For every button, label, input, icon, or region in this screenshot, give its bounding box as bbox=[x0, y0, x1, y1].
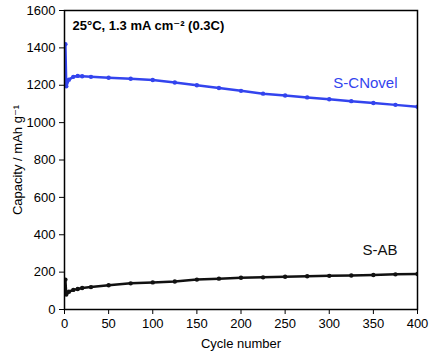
svg-text:50: 50 bbox=[101, 316, 115, 331]
svg-text:Capacity / mAh g⁻¹: Capacity / mAh g⁻¹ bbox=[10, 104, 25, 215]
svg-text:800: 800 bbox=[34, 152, 56, 167]
svg-text:S-CNovel: S-CNovel bbox=[333, 74, 397, 91]
svg-text:0: 0 bbox=[48, 302, 55, 317]
svg-text:200: 200 bbox=[34, 264, 56, 279]
svg-text:350: 350 bbox=[363, 316, 385, 331]
svg-text:150: 150 bbox=[186, 316, 208, 331]
svg-text:Cycle number: Cycle number bbox=[201, 336, 282, 351]
svg-text:0: 0 bbox=[61, 316, 68, 331]
svg-text:1600: 1600 bbox=[27, 3, 56, 18]
svg-text:1200: 1200 bbox=[27, 77, 56, 92]
svg-text:200: 200 bbox=[230, 316, 252, 331]
svg-text:300: 300 bbox=[318, 316, 340, 331]
svg-text:1000: 1000 bbox=[27, 115, 56, 130]
svg-text:400: 400 bbox=[407, 316, 429, 331]
svg-text:25°C, 1.3 mA cm⁻² (0.3C): 25°C, 1.3 mA cm⁻² (0.3C) bbox=[73, 18, 225, 33]
svg-text:S-AB: S-AB bbox=[362, 241, 397, 258]
svg-text:1400: 1400 bbox=[27, 40, 56, 55]
svg-text:100: 100 bbox=[142, 316, 164, 331]
svg-text:600: 600 bbox=[34, 190, 56, 205]
svg-text:400: 400 bbox=[34, 227, 56, 242]
svg-text:250: 250 bbox=[274, 316, 296, 331]
